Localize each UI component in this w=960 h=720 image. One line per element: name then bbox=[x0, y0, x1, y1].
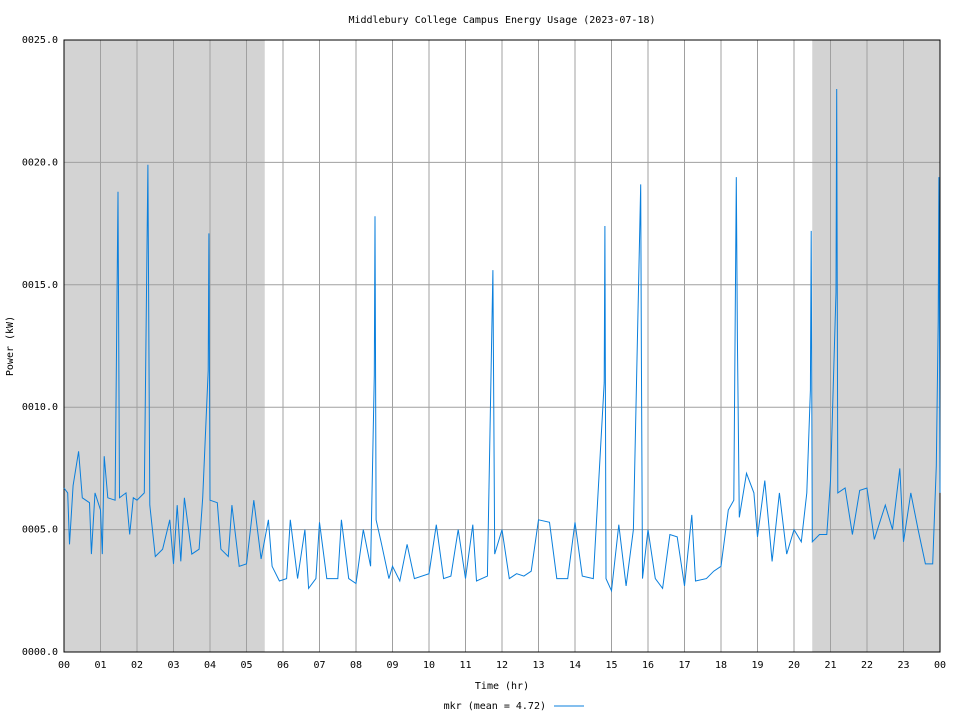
x-tick-label: 22 bbox=[861, 660, 873, 671]
y-tick-label: 0015.0 bbox=[22, 280, 58, 291]
x-tick-label: 23 bbox=[897, 660, 909, 671]
x-tick-label: 11 bbox=[459, 660, 471, 671]
chart-title: Middlebury College Campus Energy Usage (… bbox=[348, 15, 655, 26]
x-tick-label: 18 bbox=[715, 660, 727, 671]
x-tick-label: 19 bbox=[751, 660, 763, 671]
y-tick-label: 0000.0 bbox=[22, 647, 58, 658]
data-line bbox=[63, 88, 941, 593]
x-tick-label: 06 bbox=[277, 660, 289, 671]
x-tick-label: 21 bbox=[824, 660, 836, 671]
y-axis-label: Power (kW) bbox=[5, 316, 16, 376]
legend-label: mkr (mean = 4.72) bbox=[444, 701, 546, 712]
y-tick-label: 0010.0 bbox=[22, 402, 58, 413]
y-tick-label: 0025.0 bbox=[22, 35, 58, 46]
x-tick-label: 10 bbox=[423, 660, 435, 671]
x-tick-label: 20 bbox=[788, 660, 800, 671]
x-tick-label: 16 bbox=[642, 660, 654, 671]
x-tick-label: 07 bbox=[313, 660, 325, 671]
x-axis-label: Time (hr) bbox=[475, 681, 529, 692]
x-tick-label: 08 bbox=[350, 660, 362, 671]
x-tick-label: 03 bbox=[167, 660, 179, 671]
x-tick-label: 13 bbox=[532, 660, 544, 671]
x-tick-label: 05 bbox=[240, 660, 252, 671]
x-tick-label: 00 bbox=[58, 660, 70, 671]
x-tick-label: 12 bbox=[496, 660, 508, 671]
x-tick-label: 00 bbox=[934, 660, 946, 671]
x-tick-label: 04 bbox=[204, 660, 216, 671]
x-tick-label: 02 bbox=[131, 660, 143, 671]
shaded-region bbox=[64, 40, 265, 652]
x-tick-label: 17 bbox=[678, 660, 690, 671]
x-tick-label: 09 bbox=[386, 660, 398, 671]
x-tick-label: 15 bbox=[605, 660, 617, 671]
y-tick-label: 0020.0 bbox=[22, 157, 58, 168]
y-tick-label: 0005.0 bbox=[22, 525, 58, 536]
shaded-region bbox=[812, 40, 940, 652]
x-tick-label: 01 bbox=[94, 660, 106, 671]
plot-frame bbox=[63, 39, 941, 653]
x-tick-label: 14 bbox=[569, 660, 581, 671]
